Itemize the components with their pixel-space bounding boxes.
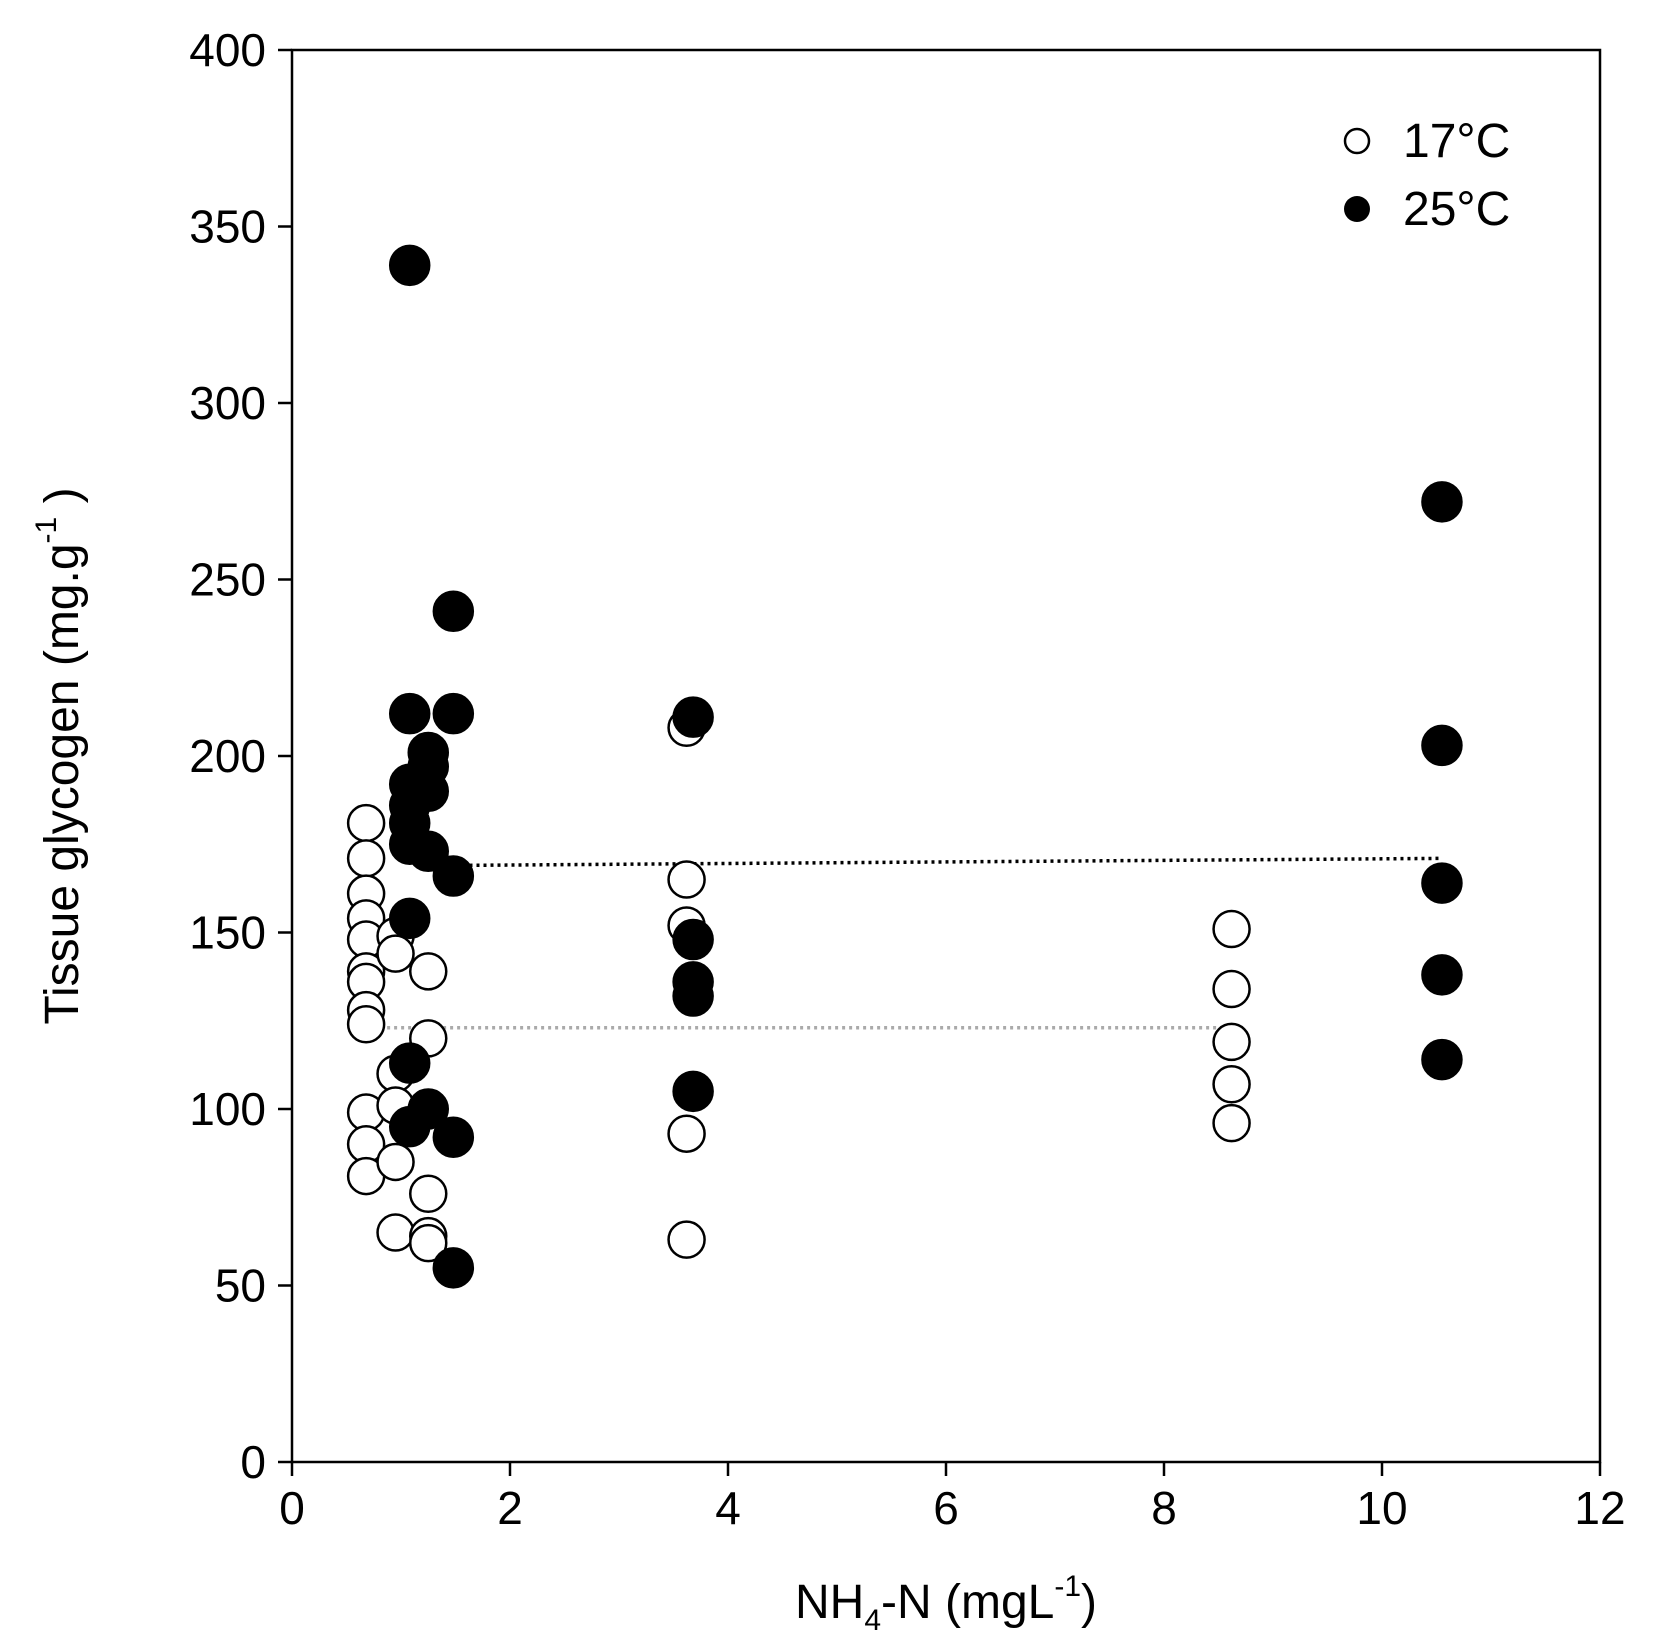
data-point-17c [346,839,386,878]
data-point-25c [1421,862,1463,904]
data-point-25c [388,897,431,940]
data-point-17c [1212,1022,1251,1062]
data-point-25c [1421,1038,1463,1081]
data-point-17c [667,860,706,899]
legend-marker-25c [1344,196,1370,222]
trendline [455,856,1442,868]
data-point-25c [407,830,449,873]
legend-label-25c: 25°C [1403,183,1510,236]
data-point-17c [376,934,415,973]
data-points [346,244,1463,1289]
y-tick-label: 350 [189,201,266,253]
data-point-25c [388,244,431,287]
x-tick-label: 10 [1356,1482,1407,1534]
x-tick-label: 12 [1574,1482,1625,1534]
y-tick-label: 250 [189,554,266,606]
plot-area [290,48,1602,1464]
x-tick-label: 6 [933,1482,959,1534]
data-point-17c [1212,1065,1251,1104]
data-point-17c [409,1174,448,1213]
data-point-25c [672,1070,714,1113]
legend-label-17c: 17°C [1403,115,1510,168]
y-tick-label: 300 [189,377,266,429]
x-tick-label: 2 [497,1482,523,1534]
data-point-17c [667,1220,706,1259]
data-point-25c [672,975,714,1017]
legend-marker-17c [1343,127,1371,155]
y-tick-label: 150 [189,907,266,959]
y-tick-label: 400 [189,24,266,76]
data-point-17c [409,952,448,991]
data-point-17c [346,1005,386,1044]
data-point-17c [376,1213,415,1252]
legend: 17°C 25°C [1343,115,1510,236]
data-point-25c [388,1042,431,1084]
data-point-17c [1212,969,1251,1009]
y-tick-label: 200 [189,730,266,782]
data-point-17c [1212,909,1251,949]
data-point-25c [407,770,449,813]
trendlines [366,856,1442,1030]
data-point-25c [1421,954,1463,996]
y-axis: 0 50 100 150 200 250 300 350 400 [189,24,292,1488]
data-point-17c [346,803,386,843]
data-point-17c [409,1223,448,1263]
data-point-25c [432,1247,475,1289]
data-point-25c [672,918,714,961]
data-point-25c [388,692,431,735]
data-point-17c [376,1142,415,1182]
data-point-25c [1421,481,1463,523]
data-point-17c [1212,1103,1251,1143]
data-point-25c [432,692,475,735]
data-point-17c [667,1114,706,1153]
data-point-25c [432,1116,475,1158]
y-tick-label: 100 [189,1083,266,1135]
data-point-25c [432,590,475,633]
x-tick-label: 4 [715,1482,741,1534]
data-point-25c [672,696,714,738]
plot-frame [290,48,1602,1464]
data-point-25c [1421,724,1463,767]
x-axis-title: NH4-N (mgL-1) [795,1570,1097,1637]
data-point-25c [432,855,475,897]
x-tick-label: 8 [1151,1482,1177,1534]
data-point-25c [407,1088,449,1130]
y-tick-label: 0 [240,1436,266,1488]
y-axis-title: Tissue glycogen (mg.g-1 ) [30,487,89,1024]
y-tick-label: 50 [215,1260,266,1312]
x-axis: 0 2 4 6 8 10 12 [279,1462,1626,1534]
x-tick-label: 0 [279,1482,305,1534]
